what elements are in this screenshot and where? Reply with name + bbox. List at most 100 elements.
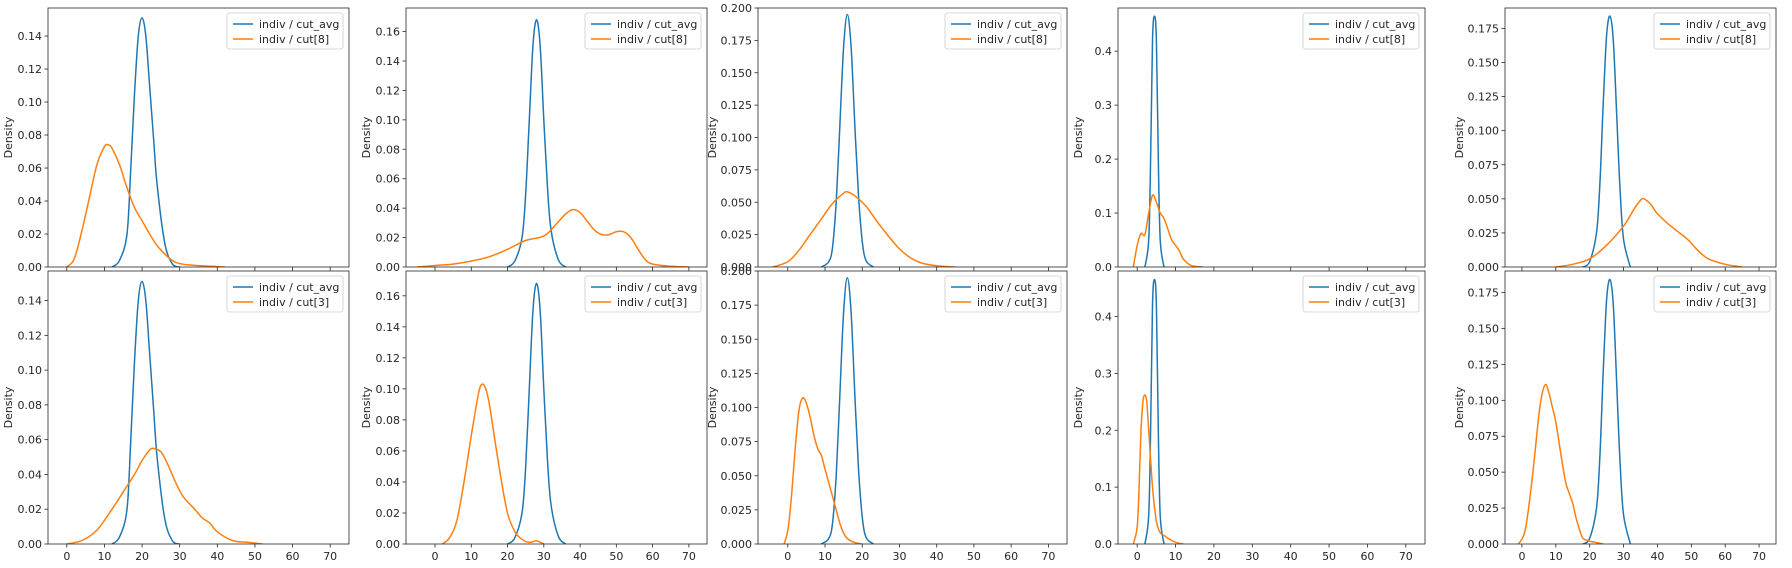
y-tick-label: 0.14	[376, 55, 401, 68]
density-line-cut_avg	[507, 19, 567, 267]
x-tick-label: 10	[1549, 550, 1563, 563]
y-tick-label: 0.175	[721, 299, 753, 312]
subplot-r0c0: 0.00 0.02 0.04 0.06 0.08 0.10 0.12 0.14 Density i…	[2, 7, 350, 274]
y-tick-label: 0.02	[18, 228, 43, 241]
density-line-cut_avg	[1144, 278, 1165, 544]
legend-label: indiv / cut[3]	[617, 296, 687, 309]
density-line-cut	[1132, 394, 1184, 544]
legend-label: indiv / cut_avg	[617, 281, 697, 294]
x-tick-label: 50	[248, 550, 262, 563]
y-tick-label: 0.125	[721, 367, 753, 380]
y-tick-label: 0.00	[376, 261, 401, 274]
y-axis-label: Density	[2, 386, 15, 428]
y-tick-label: 0.075	[1468, 430, 1500, 443]
y-tick-label: 0.150	[1468, 322, 1500, 335]
legend-label: indiv / cut_avg	[1335, 281, 1415, 294]
legend-label: indiv / cut_avg	[1335, 18, 1415, 31]
x-tick-label: 10	[464, 550, 478, 563]
y-tick-label: 0.02	[376, 232, 401, 245]
y-tick-label: 0.075	[721, 164, 753, 177]
axes-frame	[1504, 7, 1777, 268]
x-tick-label: 0	[432, 550, 439, 563]
y-tick-label: 0.100	[1468, 394, 1500, 407]
y-tick-label: 0.2	[1095, 424, 1113, 437]
y-tick-label: 0.200	[721, 2, 753, 15]
density-line-cut	[783, 396, 863, 544]
x-tick-label: 20	[855, 550, 869, 563]
y-tick-label: 0.025	[721, 504, 753, 517]
subplot-r0c4: 0.000 0.025 0.050 0.075 0.100 0.125 0.150 0.175…	[1453, 7, 1777, 274]
y-tick-label: 0.200	[721, 265, 753, 278]
y-tick-label: 0.175	[721, 34, 753, 47]
legend-box	[1302, 275, 1420, 313]
subplot-r1c3: 0.0 0.1 0.2 0.3 0.4 0 10 20 30 40 50 60 70 Density ind…	[1072, 270, 1426, 563]
y-tick-label: 0.000	[1468, 538, 1500, 551]
x-tick-label: 40	[573, 550, 587, 563]
density-line-cut	[66, 447, 263, 544]
y-tick-label: 0.08	[18, 399, 43, 412]
y-tick-label: 0.000	[721, 538, 753, 551]
y-axis-label: Density	[1072, 116, 1085, 158]
y-tick-label: 0.14	[18, 30, 43, 43]
legend-label: indiv / cut[3]	[977, 296, 1047, 309]
x-tick-label: 20	[501, 550, 515, 563]
x-tick-label: 30	[1245, 550, 1259, 563]
density-line-cut_avg	[507, 282, 567, 544]
x-tick-label: 0	[63, 550, 70, 563]
y-tick-label: 0.16	[376, 26, 401, 39]
legend-label: indiv / cut[3]	[1335, 296, 1405, 309]
density-line-cut_avg	[1144, 15, 1165, 267]
x-tick-label: 30	[173, 550, 187, 563]
x-tick-label: 0	[1134, 550, 1141, 563]
y-axis-label: Density	[706, 386, 719, 428]
x-tick-label: 70	[682, 550, 696, 563]
density-line-cut	[1517, 383, 1604, 544]
density-line-cut	[66, 143, 225, 267]
subplot-r0c1: 0.00 0.02 0.04 0.06 0.08 0.10 0.12 0.14 0.16 Dens…	[360, 7, 708, 274]
density-line-cut_avg	[820, 277, 874, 544]
y-tick-label: 0.04	[18, 195, 43, 208]
y-tick-label: 0.175	[1468, 287, 1500, 300]
y-tick-label: 0.000	[1468, 261, 1500, 274]
y-tick-label: 0.12	[376, 352, 401, 365]
x-tick-label: 60	[1004, 550, 1018, 563]
subplot-r1c2: 0.000 0.025 0.050 0.075 0.100 0.125 0.150 0.175…	[706, 265, 1068, 563]
y-tick-label: 0.04	[376, 476, 401, 489]
x-tick-label: 40	[1650, 550, 1664, 563]
subplot-r0c2: 0.000 0.025 0.050 0.075 0.100 0.125 0.150 0.175…	[706, 2, 1068, 274]
y-tick-label: 0.050	[721, 196, 753, 209]
y-tick-label: 0.04	[376, 202, 401, 215]
legend-box	[1653, 12, 1771, 50]
x-tick-label: 30	[537, 550, 551, 563]
axes-frame	[1117, 270, 1426, 545]
legend-label: indiv / cut[3]	[1686, 296, 1756, 309]
y-tick-label: 0.12	[18, 329, 43, 342]
density-line-cut	[1132, 194, 1203, 267]
x-tick-label: 10	[97, 550, 111, 563]
density-line-cut_avg	[1582, 278, 1632, 544]
legend-label: indiv / cut[8]	[259, 33, 329, 46]
y-tick-label: 0.4	[1095, 311, 1113, 324]
legend-label: indiv / cut_avg	[1686, 281, 1766, 294]
y-axis-label: Density	[360, 116, 373, 158]
x-tick-label: 50	[609, 550, 623, 563]
y-tick-label: 0.0	[1095, 538, 1113, 551]
y-axis-label: Density	[1453, 386, 1466, 428]
x-tick-label: 60	[1360, 550, 1374, 563]
y-axis-label: Density	[1072, 386, 1085, 428]
y-tick-label: 0.025	[721, 229, 753, 242]
y-axis-label: Density	[706, 116, 719, 158]
x-tick-label: 70	[1752, 550, 1766, 563]
legend-label: indiv / cut_avg	[977, 281, 1057, 294]
axes-frame	[405, 270, 708, 545]
y-tick-label: 0.0	[1095, 261, 1113, 274]
x-tick-label: 10	[818, 550, 832, 563]
y-tick-label: 0.10	[376, 114, 401, 127]
y-tick-label: 0.06	[18, 162, 43, 175]
y-tick-label: 0.100	[721, 132, 753, 145]
y-tick-label: 0.050	[1468, 466, 1500, 479]
x-tick-label: 20	[135, 550, 149, 563]
y-tick-label: 0.02	[376, 507, 401, 520]
legend-label: indiv / cut[8]	[977, 33, 1047, 46]
y-tick-label: 0.025	[1468, 227, 1500, 240]
